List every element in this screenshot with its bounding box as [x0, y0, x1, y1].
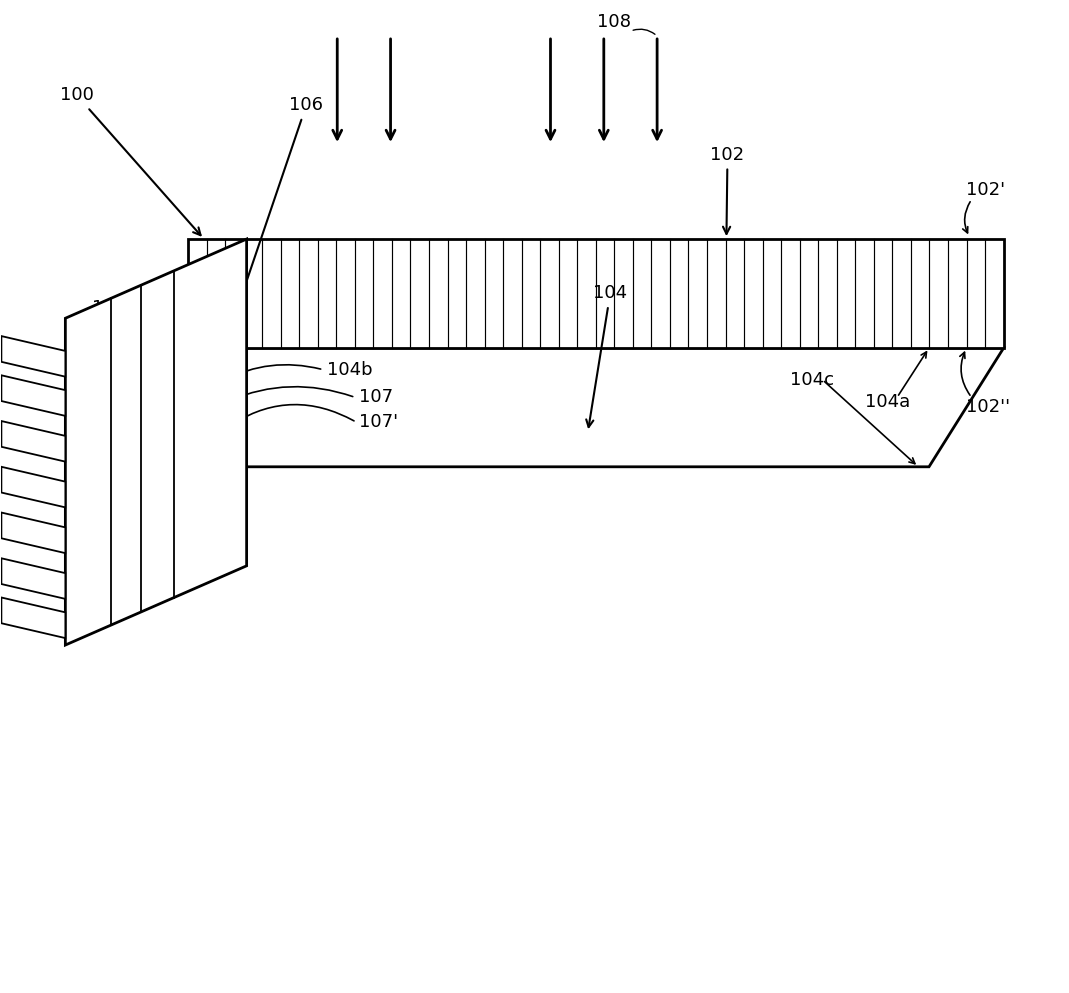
Text: 102'': 102''	[966, 398, 1010, 416]
Text: 102: 102	[711, 146, 744, 234]
Polygon shape	[1, 336, 65, 376]
Text: 104b: 104b	[327, 360, 372, 378]
Polygon shape	[1, 598, 65, 638]
Text: 102a: 102a	[92, 292, 186, 318]
Text: 104c: 104c	[790, 370, 835, 388]
Text: 108: 108	[598, 13, 632, 31]
Polygon shape	[1, 421, 65, 462]
Polygon shape	[65, 239, 247, 645]
Text: 102': 102'	[966, 181, 1006, 199]
Polygon shape	[188, 239, 1004, 348]
Text: 107': 107'	[358, 413, 398, 431]
Text: 106: 106	[151, 96, 323, 559]
Polygon shape	[1, 375, 65, 416]
Polygon shape	[1, 512, 65, 553]
Polygon shape	[1, 467, 65, 507]
Text: 107: 107	[358, 388, 392, 406]
Text: 104: 104	[586, 284, 628, 427]
Polygon shape	[188, 348, 1004, 467]
Text: 100: 100	[60, 86, 201, 235]
Polygon shape	[1, 558, 65, 599]
Text: 104a: 104a	[865, 393, 911, 411]
